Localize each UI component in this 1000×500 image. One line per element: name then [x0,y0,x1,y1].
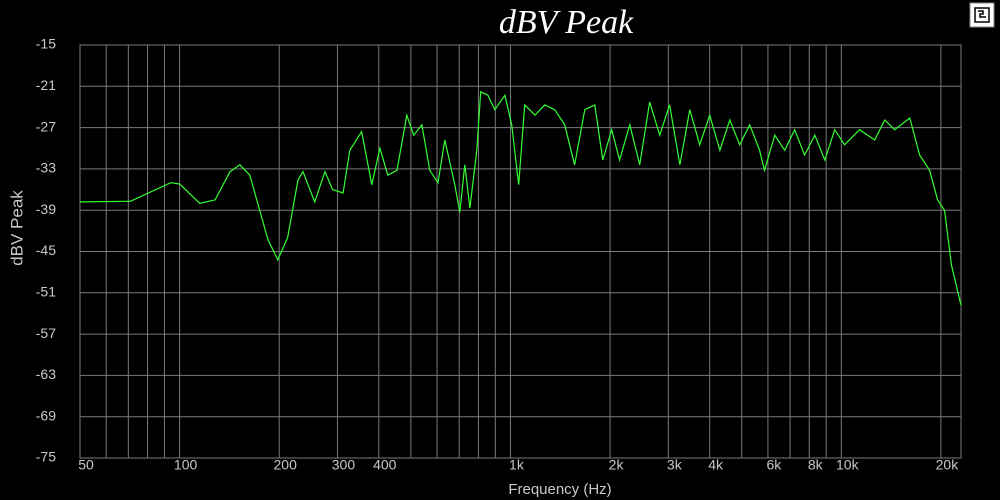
plot-border [79,44,962,459]
y-tick-label: -63 [36,366,56,382]
y-tick-label: -69 [36,407,56,423]
x-tick-label: 20k [936,457,960,473]
y-tick-label: -33 [36,160,56,176]
y-tick-label: -45 [36,242,56,258]
data-line [79,90,962,306]
y-axis-label: dBV Peak [7,190,26,266]
x-tick-label: 1k [509,457,525,473]
icon-glyph [974,7,990,23]
x-tick-label: 400 [373,457,397,473]
x-tick-label: 300 [332,457,356,473]
x-tick-label: 8k [808,457,824,473]
y-tick-label: -27 [36,118,56,134]
x-tick-label: 6k [767,457,783,473]
x-tick-label: 2k [609,457,625,473]
y-tick-label: -57 [36,325,56,341]
chart-title: dBV Peak [499,4,634,41]
icon-box[interactable] [969,2,995,28]
x-axis-label: Frequency (Hz) [508,481,611,498]
x-tick-label: 4k [708,457,724,473]
y-tick-label: -21 [36,77,56,93]
menu-icon[interactable] [969,2,995,28]
y-tick-label: -39 [36,201,56,217]
x-tick-label: 10k [836,457,860,473]
y-tick-label: -75 [36,449,56,465]
x-tick-label: 200 [274,457,298,473]
x-tick-label: 3k [667,457,683,473]
x-tick-label: 100 [174,457,198,473]
y-tick-label: -15 [36,36,56,52]
y-tick-label: -51 [36,284,56,300]
x-tick-label: 50 [78,457,94,473]
